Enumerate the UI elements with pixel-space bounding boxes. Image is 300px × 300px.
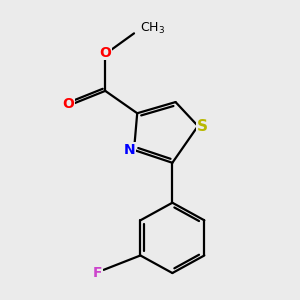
Text: O: O: [99, 46, 111, 59]
Text: F: F: [93, 266, 103, 280]
Text: O: O: [63, 97, 74, 111]
Text: CH$_3$: CH$_3$: [140, 21, 166, 36]
Text: S: S: [197, 118, 208, 134]
Text: N: N: [123, 143, 135, 157]
